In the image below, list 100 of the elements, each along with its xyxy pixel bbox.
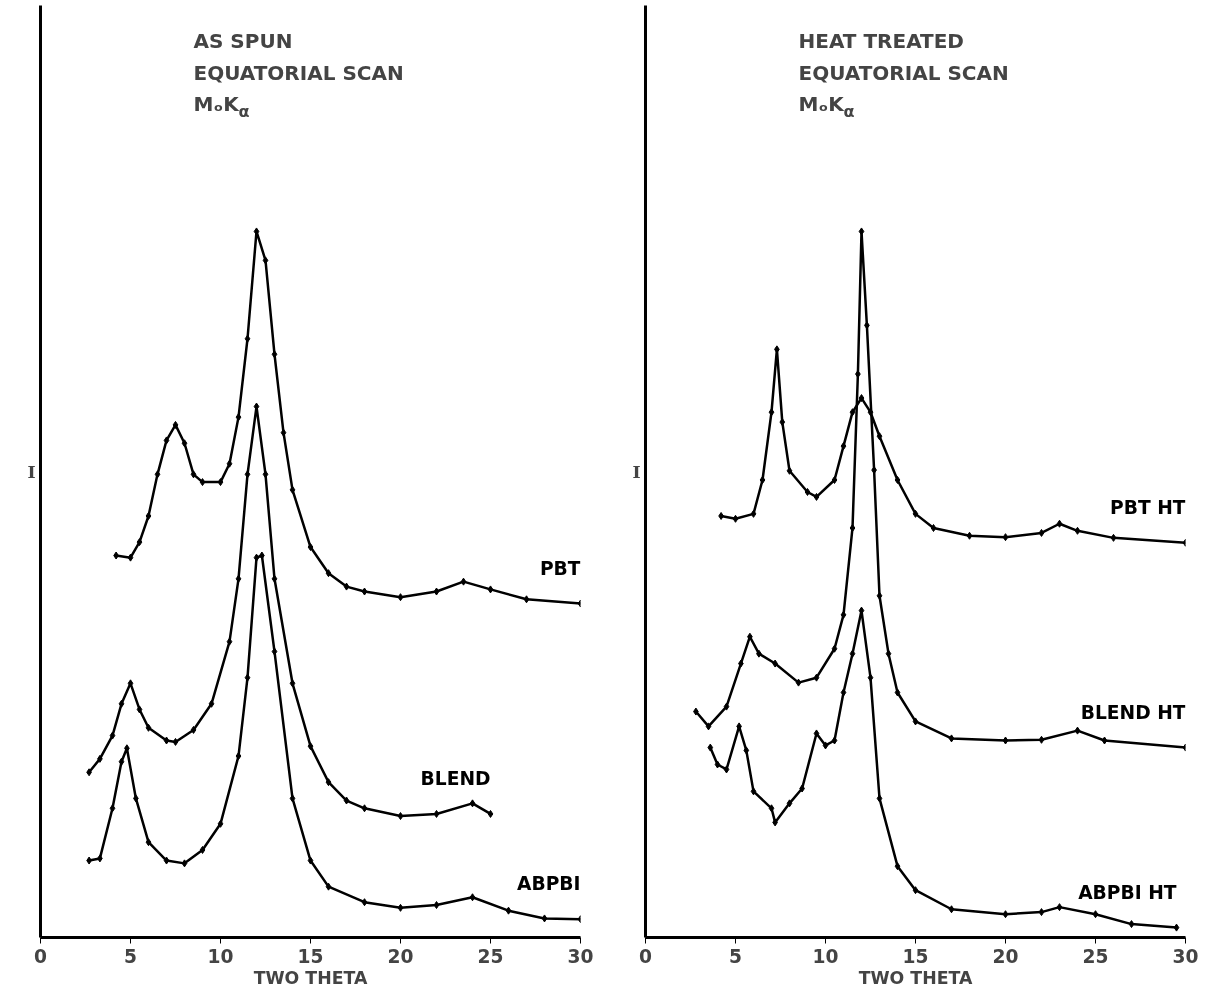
point [226,637,233,646]
point [217,478,224,487]
point [271,647,278,656]
point [1128,920,1135,929]
y-axis-title: I [27,461,36,482]
point [768,804,775,813]
point [840,610,847,619]
point [831,736,838,745]
point [163,856,170,865]
point [181,859,188,868]
point [433,901,440,910]
x-tick-label: 10 [812,945,839,967]
point [948,905,955,914]
point [226,459,233,468]
point [469,893,476,902]
point [768,408,775,417]
point [858,394,865,403]
point [127,553,134,562]
point [253,553,260,562]
point [343,582,350,591]
point [136,538,143,547]
point [307,543,314,552]
point [325,778,332,787]
point [1173,923,1180,932]
point [397,812,404,821]
point [397,593,404,602]
x-tick-label: 0 [639,945,653,967]
point [1002,910,1009,919]
point [840,688,847,697]
point [1101,736,1108,745]
point [1074,526,1081,535]
point [361,898,368,907]
point [849,649,856,658]
point [271,350,278,359]
point [541,914,548,923]
point [244,673,251,682]
point [894,688,901,697]
point [1110,533,1117,542]
point [118,699,125,708]
point [460,577,467,586]
point [822,741,829,750]
point [1038,528,1045,537]
point [289,485,296,494]
point [145,723,152,732]
x-tick-label: 30 [1172,945,1199,967]
point [487,809,494,818]
point [163,436,170,445]
point [487,585,494,594]
point [732,514,739,523]
point [849,408,856,417]
point [912,717,919,726]
point [876,432,883,441]
x-axis-title: TWO THETA [253,967,368,988]
point [109,804,116,813]
series-label: PBT [539,557,581,579]
point [181,439,188,448]
point [1002,533,1009,542]
x-axis-title: TWO THETA [858,967,973,988]
point [145,838,152,847]
point [469,799,476,808]
point [163,736,170,745]
point [1038,908,1045,917]
x-tick-label: 5 [124,945,137,967]
point [804,487,811,496]
point [118,757,125,766]
point [190,470,197,479]
point [208,699,215,708]
series-label: ABPBI [517,873,581,895]
x-tick-label: 15 [297,945,324,967]
point [127,679,134,688]
point [271,574,278,583]
point [795,678,802,687]
point [743,746,750,755]
point [966,531,973,540]
point [190,725,197,734]
point [172,737,179,746]
point [786,799,793,808]
point [199,845,206,854]
point [930,523,937,532]
x-tick-label: 30 [567,945,594,967]
point [433,809,440,818]
point [235,752,242,761]
point [505,906,512,915]
series-label: BLEND HT [1080,701,1186,723]
point [1056,903,1063,912]
point [876,794,883,803]
point [831,475,838,484]
point [858,227,865,236]
point [1038,735,1045,744]
point [523,595,530,604]
point [948,734,955,743]
point [813,729,820,738]
point [867,673,874,682]
series-label: PBT HT [1110,497,1186,519]
point [813,673,820,682]
point [109,731,116,740]
point [714,760,721,769]
x-tick-label: 5 [729,945,742,967]
point [325,569,332,578]
point [1092,910,1099,919]
